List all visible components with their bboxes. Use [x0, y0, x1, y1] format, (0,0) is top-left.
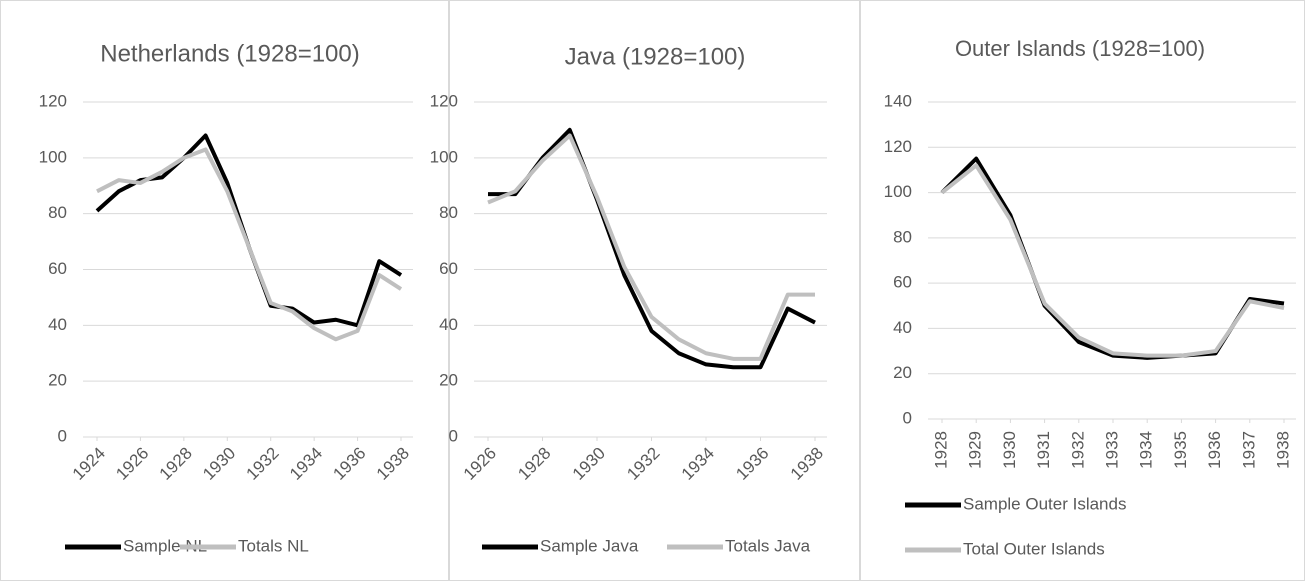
- chart-title: Netherlands (1928=100): [100, 40, 360, 67]
- y-tick-label: 120: [39, 91, 67, 110]
- x-tick-label: 1929: [966, 431, 985, 469]
- x-tick-label: 1932: [243, 444, 283, 484]
- x-tick-label: 1935: [1171, 431, 1190, 469]
- x-tick-label: 1938: [373, 444, 413, 484]
- x-tick-label: 1930: [199, 444, 239, 484]
- y-tick-label: 80: [439, 203, 458, 222]
- x-tick-label: 1938: [1273, 431, 1292, 469]
- x-tick-label: 1924: [69, 444, 109, 484]
- x-tick-label: 1930: [1000, 431, 1019, 469]
- legend-label: Total Outer Islands: [963, 539, 1105, 558]
- legend-label: Totals NL: [238, 536, 309, 555]
- y-tick-label: 100: [430, 147, 458, 166]
- x-tick-label: 1926: [460, 444, 500, 484]
- x-tick-label: 1934: [678, 444, 718, 484]
- y-tick-label: 0: [58, 426, 67, 445]
- x-tick-label: 1931: [1034, 431, 1053, 469]
- legend-label: Sample Java: [540, 536, 639, 555]
- y-tick-label: 0: [903, 408, 912, 427]
- y-tick-label: 0: [449, 426, 458, 445]
- x-tick-label: 1930: [569, 444, 609, 484]
- y-tick-label: 20: [48, 371, 67, 390]
- y-tick-label: 40: [893, 318, 912, 337]
- series-line: [96, 147, 403, 342]
- x-tick-label: 1936: [329, 444, 369, 484]
- x-tick-label: 1928: [931, 431, 950, 469]
- y-tick-label: 100: [39, 147, 67, 166]
- y-tick-label: 40: [48, 315, 67, 334]
- y-tick-label: 60: [893, 273, 912, 292]
- chart-title: Java (1928=100): [565, 43, 746, 70]
- y-tick-label: 80: [48, 203, 67, 222]
- series-line: [487, 133, 815, 361]
- y-tick-label: 60: [439, 259, 458, 278]
- y-tick-label: 80: [893, 227, 912, 246]
- x-tick-label: 1928: [514, 444, 554, 484]
- y-tick-label: 20: [439, 371, 458, 390]
- y-tick-label: 40: [439, 315, 458, 334]
- y-tick-label: 140: [884, 91, 912, 110]
- x-tick-label: 1926: [112, 444, 152, 484]
- legend-label: Totals Java: [725, 536, 811, 555]
- y-tick-label: 20: [893, 363, 912, 382]
- panel: [449, 0, 860, 581]
- legend-label: Sample Outer Islands: [963, 494, 1126, 513]
- series-line: [940, 163, 1285, 358]
- x-tick-label: 1928: [156, 444, 196, 484]
- y-tick-label: 60: [48, 259, 67, 278]
- x-tick-label: 1934: [286, 444, 326, 484]
- y-tick-label: 100: [884, 182, 912, 201]
- x-tick-label: 1936: [1205, 431, 1224, 469]
- y-tick-label: 120: [884, 137, 912, 156]
- x-tick-label: 1932: [1068, 431, 1087, 469]
- x-tick-label: 1938: [787, 444, 827, 484]
- x-tick-label: 1937: [1239, 431, 1258, 469]
- x-tick-label: 1933: [1102, 431, 1121, 469]
- series-line: [488, 127, 816, 370]
- chart-title: Outer Islands (1928=100): [955, 36, 1205, 61]
- x-tick-label: 1932: [623, 444, 663, 484]
- legend-label: Sample NL: [123, 536, 207, 555]
- y-tick-label: 120: [430, 91, 458, 110]
- series-line: [95, 133, 403, 328]
- x-tick-label: 1934: [1137, 431, 1156, 469]
- x-tick-label: 1936: [732, 444, 772, 484]
- panel: [0, 0, 449, 581]
